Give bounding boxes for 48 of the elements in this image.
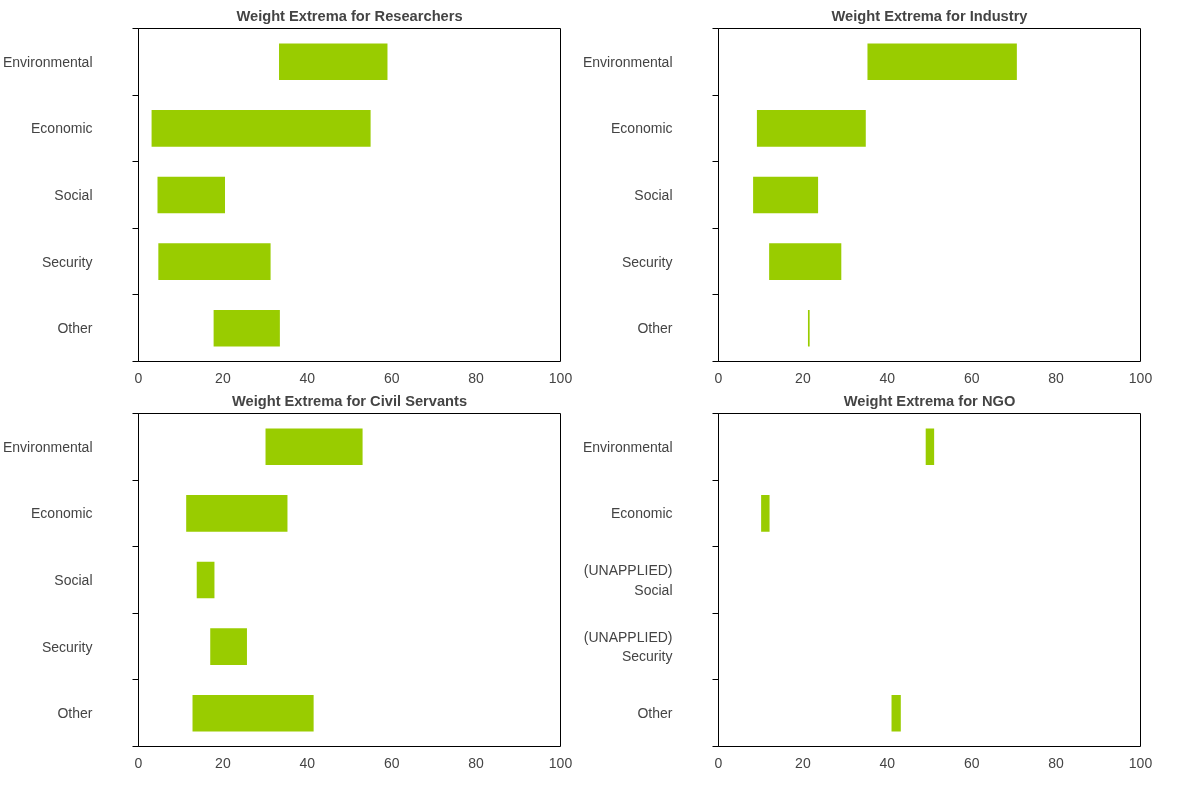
x-tick-label: 80 [1048, 369, 1065, 386]
y-tick-label: Other [637, 320, 673, 337]
x-tick-label: 100 [1128, 754, 1153, 771]
chart-title: Weight Extrema for NGO [843, 392, 1016, 409]
x-tick-label: 20 [795, 754, 811, 771]
y-tick-label: Security [41, 638, 93, 655]
chart-title: Weight Extrema for Civil Servants [231, 392, 468, 409]
x-tick-label: 60 [383, 369, 400, 386]
y-tick-label: Environmental [583, 53, 673, 70]
chart-title: Weight Extrema for Industry [831, 7, 1029, 24]
y-tick-label: Other [57, 705, 93, 722]
x-tick-label: 40 [299, 754, 316, 771]
y-tick-label: Social [634, 187, 673, 203]
x-tick-label: 60 [963, 369, 980, 386]
x-tick-label: 0 [714, 754, 723, 771]
y-tick-label: Environmental [583, 438, 673, 455]
x-tick-label: 100 [1128, 369, 1153, 386]
y-tick-label: Economic [611, 120, 673, 137]
x-tick-label: 100 [548, 754, 573, 771]
y-tick-label: Economic [31, 120, 93, 137]
y-tick-label: (UNAPPLIED) Security [583, 629, 673, 665]
x-tick-label: 0 [134, 754, 143, 771]
x-tick-label: 40 [299, 369, 316, 386]
y-tick-label: Social [54, 572, 93, 588]
y-tick-label: Other [637, 705, 673, 722]
y-tick-label: Environmental [3, 438, 93, 455]
x-tick-label: 80 [468, 369, 485, 386]
x-tick-label: 0 [714, 369, 723, 386]
x-tick-label: 20 [215, 754, 231, 771]
x-tick-label: 100 [548, 369, 573, 386]
x-tick-label: 20 [795, 369, 811, 386]
x-tick-label: 20 [215, 369, 231, 386]
x-tick-label: 60 [963, 754, 980, 771]
y-tick-label: Social [54, 187, 93, 203]
x-tick-label: 60 [383, 754, 400, 771]
y-tick-label: Economic [611, 505, 673, 522]
x-tick-label: 0 [134, 369, 143, 386]
x-tick-label: 40 [879, 369, 896, 386]
y-tick-label: Security [621, 253, 673, 270]
x-tick-label: 80 [468, 754, 485, 771]
y-tick-label: Other [57, 320, 93, 337]
x-tick-label: 40 [879, 754, 896, 771]
y-tick-label: (UNAPPLIED) Social [583, 562, 673, 598]
y-tick-label: Environmental [3, 53, 93, 70]
x-tick-label: 80 [1048, 754, 1065, 771]
y-tick-label: Economic [31, 505, 93, 522]
chart-title: Weight Extrema for Researchers [236, 7, 463, 24]
y-tick-label: Security [41, 253, 93, 270]
